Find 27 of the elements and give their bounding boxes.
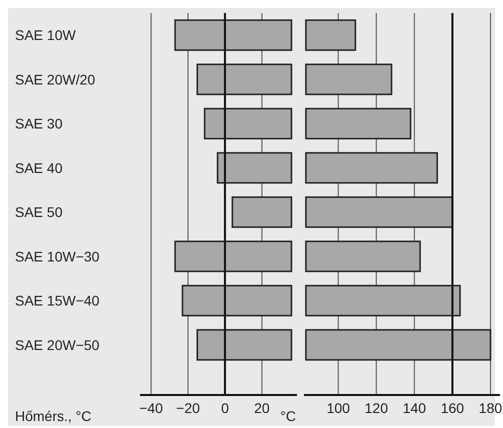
bar <box>305 152 438 184</box>
x-tick-label: 0 <box>221 400 230 416</box>
x-tick-label: 120 <box>364 400 388 416</box>
x-tick-label: 100 <box>326 400 350 416</box>
y-tick-label: SAE 20W/20 <box>15 71 96 88</box>
bar <box>305 329 492 361</box>
y-tick-label: SAE 50 <box>15 204 63 220</box>
bar <box>305 240 421 272</box>
y-tick-label: SAE 10W <box>15 27 76 44</box>
y-tick-label: SAE 10W−30 <box>15 248 100 264</box>
x-axis-title: Hőmérs., °C <box>15 408 92 424</box>
bar <box>305 108 412 140</box>
x-axis-title: °C <box>280 408 296 424</box>
y-tick-label: SAE 40 <box>15 160 63 176</box>
bar <box>305 19 356 51</box>
y-tick-label: SAE 30 <box>15 116 63 132</box>
x-tick-label: 160 <box>440 400 464 416</box>
x-tick-label: −40 <box>139 400 164 416</box>
x-tick-label: 180 <box>478 400 502 416</box>
y-tick-label: SAE 20W−50 <box>15 336 100 353</box>
y-tick-label: SAE 15W−40 <box>15 292 100 309</box>
bar <box>305 284 461 316</box>
bar <box>305 64 392 96</box>
bar <box>305 196 454 228</box>
x-tick-label: 140 <box>402 400 426 416</box>
x-tick-label: 20 <box>254 400 270 416</box>
x-tick-label: −20 <box>176 400 200 416</box>
